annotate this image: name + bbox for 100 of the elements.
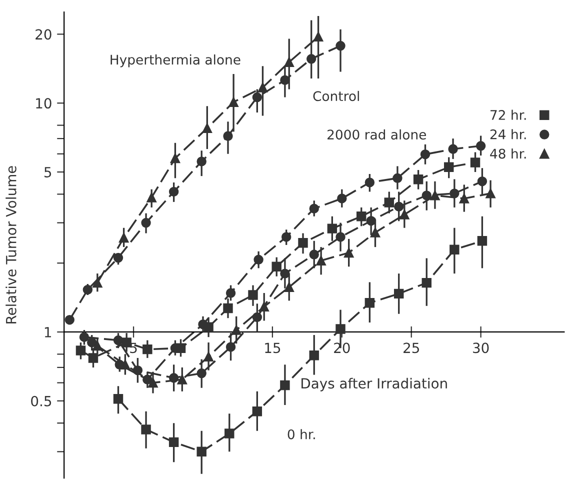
point <box>336 232 346 242</box>
point <box>223 303 233 314</box>
point <box>79 332 90 342</box>
point <box>254 254 264 265</box>
point <box>444 162 454 172</box>
point <box>336 324 346 334</box>
x-tick-label: 30 <box>473 342 489 354</box>
point <box>226 288 236 298</box>
point <box>400 210 410 220</box>
point <box>176 343 186 353</box>
point <box>177 374 188 384</box>
point <box>113 252 124 263</box>
point <box>430 190 440 200</box>
point <box>113 394 124 404</box>
point <box>316 256 326 266</box>
point <box>384 198 394 208</box>
point <box>284 57 294 67</box>
point <box>92 340 102 351</box>
y-tick-label: 1 <box>44 327 51 338</box>
point <box>204 352 214 362</box>
point <box>146 192 156 202</box>
point <box>228 97 238 107</box>
point <box>280 380 290 390</box>
point <box>88 353 98 363</box>
legend-label: 48 hr. <box>490 148 526 159</box>
point <box>76 346 86 356</box>
y-tick-label: 5 <box>44 167 52 178</box>
point <box>196 446 206 457</box>
point <box>394 202 404 212</box>
point <box>364 178 375 188</box>
point <box>259 302 269 312</box>
point <box>470 158 480 168</box>
point <box>168 437 179 448</box>
point <box>450 188 460 198</box>
x-tick-label: 15 <box>265 342 280 354</box>
point <box>224 428 234 438</box>
point <box>168 373 179 383</box>
point <box>170 153 180 164</box>
point <box>86 338 97 348</box>
point <box>309 350 319 360</box>
point <box>459 194 470 204</box>
y-tick-label: 0.5 <box>31 396 52 406</box>
point <box>284 282 294 292</box>
point <box>344 248 354 258</box>
point <box>113 335 124 346</box>
point <box>306 54 316 64</box>
y-axis-title: Relative Tumor Volume <box>6 166 16 324</box>
text: 0 hr. <box>288 429 315 440</box>
series-label: Control <box>313 90 359 102</box>
point <box>92 278 102 288</box>
point <box>370 228 380 238</box>
point <box>196 156 206 166</box>
point <box>252 92 262 102</box>
point <box>223 131 233 141</box>
point <box>486 188 496 198</box>
point <box>313 32 324 42</box>
text: Hyperthermia alone <box>110 54 240 68</box>
point <box>141 424 151 434</box>
point <box>298 238 308 248</box>
point <box>327 224 338 234</box>
point <box>336 40 346 51</box>
point <box>252 406 262 416</box>
point <box>82 284 93 295</box>
point <box>142 374 152 384</box>
point <box>196 368 206 378</box>
point <box>420 150 430 160</box>
point <box>356 211 366 222</box>
point <box>168 186 179 197</box>
point <box>202 123 212 134</box>
point <box>132 365 143 376</box>
legend-label: 24 hr. <box>490 129 526 140</box>
point <box>422 278 432 288</box>
point <box>309 204 319 214</box>
point <box>281 232 292 242</box>
y-tick-label: 20 <box>36 29 52 40</box>
point <box>422 190 432 200</box>
point <box>148 378 158 388</box>
point <box>476 141 486 151</box>
point <box>413 174 424 184</box>
point <box>118 232 129 243</box>
point <box>450 244 460 254</box>
point <box>64 314 74 325</box>
point <box>477 236 488 246</box>
point <box>392 173 402 184</box>
point <box>248 290 258 300</box>
point <box>272 262 282 272</box>
point <box>122 338 132 348</box>
point <box>366 216 376 226</box>
point <box>258 82 268 92</box>
point <box>231 325 242 335</box>
point <box>141 218 151 228</box>
series-label: 2000 rad alone <box>328 129 426 140</box>
point <box>252 312 262 322</box>
point <box>309 250 319 260</box>
point <box>120 360 130 370</box>
point <box>204 322 214 332</box>
point <box>142 344 152 354</box>
point <box>364 298 375 308</box>
legend-label: 72 hr. <box>490 110 526 120</box>
point <box>394 288 404 299</box>
